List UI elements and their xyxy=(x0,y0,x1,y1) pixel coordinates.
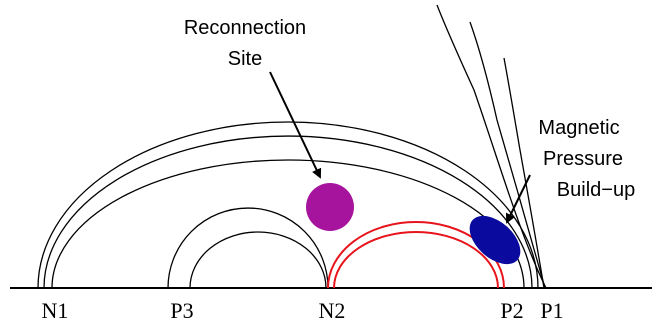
open-field-lines xyxy=(436,4,547,289)
pressure-buildup-ellipse xyxy=(469,215,521,265)
p3-n2-field-lines xyxy=(167,207,329,289)
overlying-field-lines xyxy=(37,121,539,289)
overlying-arc-outer xyxy=(37,121,539,289)
pressure-label-line1: Magnetic xyxy=(538,117,619,139)
footpoint-label-n1: N1 xyxy=(42,298,69,323)
red-arc-inner xyxy=(333,231,499,289)
footpoint-label-p2: P2 xyxy=(500,298,523,323)
open-line-1 xyxy=(436,4,547,289)
footpoint-label-n2: N2 xyxy=(319,298,346,323)
open-line-3 xyxy=(503,57,545,289)
footpoint-label-p1: P1 xyxy=(540,298,563,323)
reconnection-site-circle xyxy=(306,183,354,231)
pressure-label-line3: Build−up xyxy=(557,179,635,201)
overlying-arc-inner xyxy=(51,159,525,289)
p3-n2-arc-outer xyxy=(167,207,329,289)
p3-n2-arc-inner xyxy=(189,231,327,289)
reconnection-arrow xyxy=(269,71,322,179)
pressure-label-line2: Pressure xyxy=(543,148,623,170)
open-line-2 xyxy=(469,21,546,289)
overlying-arc-middle xyxy=(43,135,533,289)
reconnection-label-line1: Reconnection xyxy=(184,17,306,39)
footpoint-label-p3: P3 xyxy=(170,298,193,323)
pressure-arrow xyxy=(506,174,531,224)
reconnection-label-line2: Site xyxy=(228,48,262,70)
